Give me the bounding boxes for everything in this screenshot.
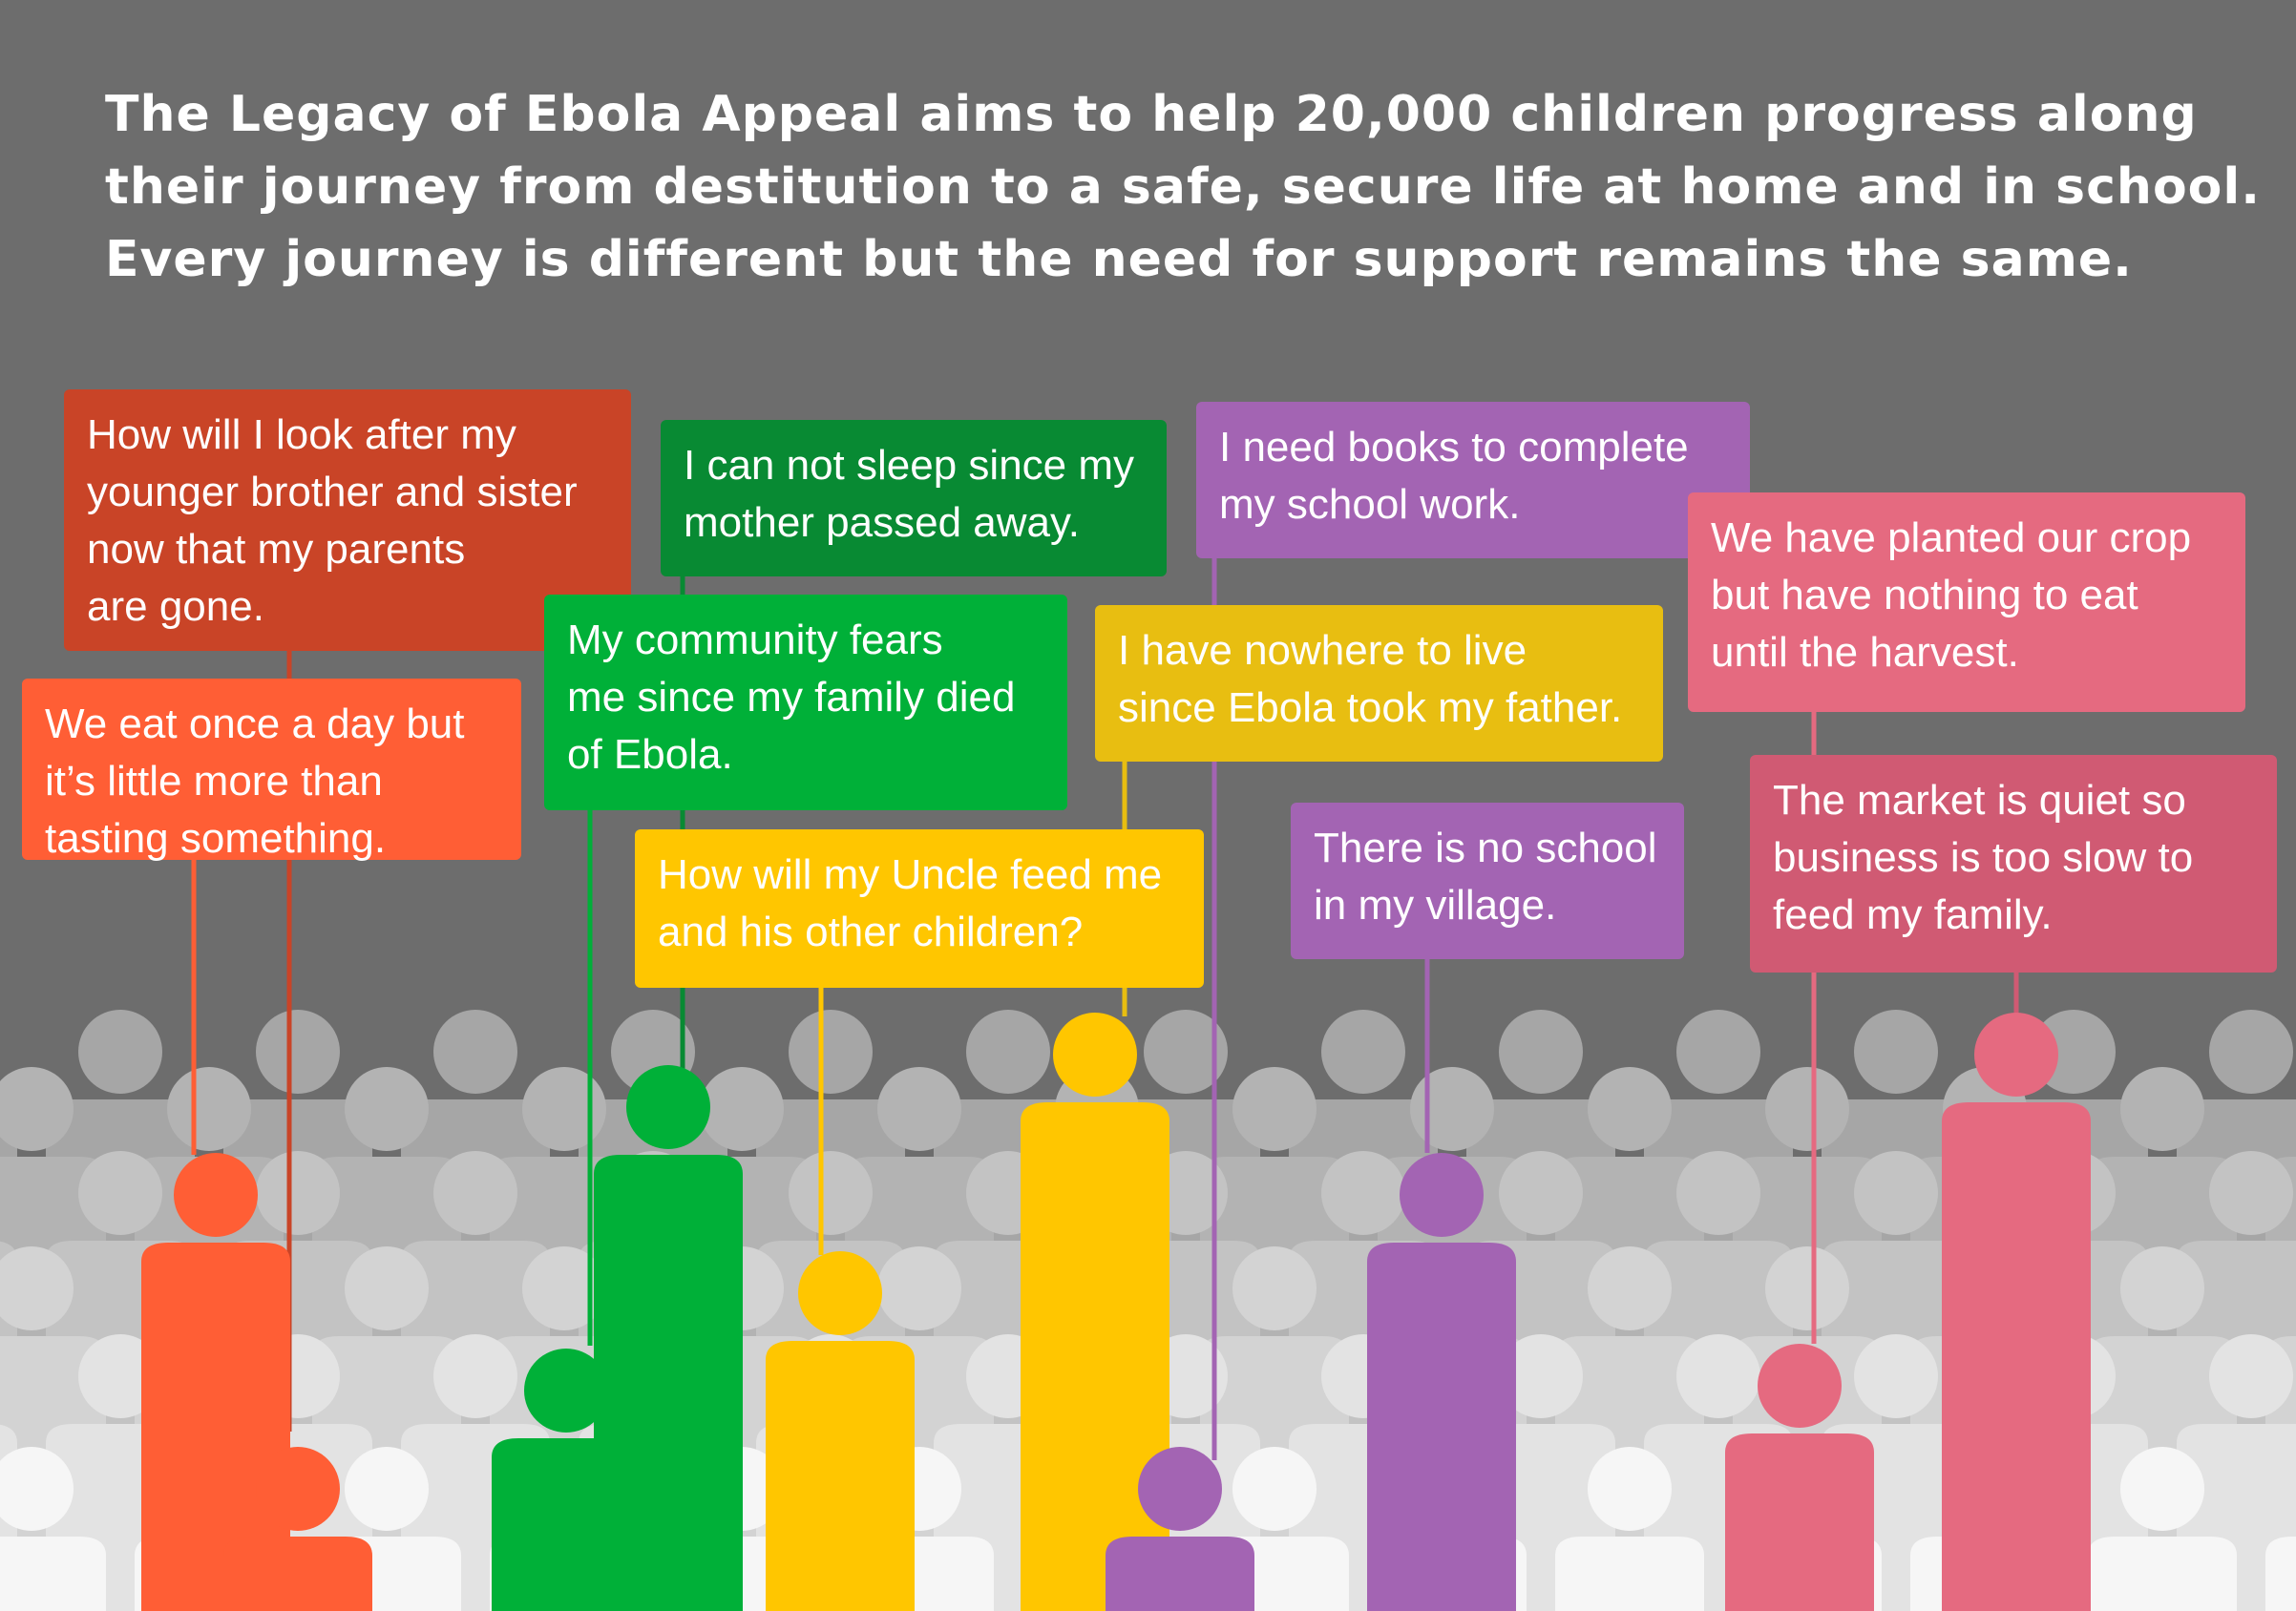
bubble-line: My community fears bbox=[567, 617, 943, 663]
bubble-line: I can not sleep since my bbox=[684, 442, 1135, 489]
bubble-line: How will I look after my bbox=[87, 411, 516, 458]
bubble-line: my school work. bbox=[1219, 481, 1521, 528]
highlighted-child-icon bbox=[223, 1447, 372, 1611]
bubble-line: We have planted our crop bbox=[1711, 514, 2192, 561]
speech-bubble-uncle-feed: How will my Uncle feed me and his other … bbox=[635, 829, 1204, 988]
speech-bubble-look-after-siblings: How will I look after my younger brother… bbox=[64, 389, 631, 651]
highlighted-child-icon bbox=[1367, 1153, 1516, 1611]
speech-bubble-cannot-sleep: I can not sleep since my mother passed a… bbox=[661, 420, 1167, 576]
bubble-line: tasting something. bbox=[45, 815, 387, 862]
bubble-line: are gone. bbox=[87, 583, 264, 630]
bubble-line: We eat once a day but bbox=[45, 701, 465, 747]
highlighted-child-icon bbox=[1725, 1344, 1874, 1611]
bubble-line: and his other children? bbox=[658, 909, 1084, 955]
speech-bubble-no-school: There is no school in my village. bbox=[1291, 803, 1684, 959]
speech-bubble-planted-crop: We have planted our crop but have nothin… bbox=[1688, 492, 2245, 712]
crowd-person-icon bbox=[2088, 1447, 2237, 1611]
bubble-line: business is too slow to bbox=[1773, 834, 2194, 881]
bubble-line: until the harvest. bbox=[1711, 629, 2019, 676]
crowd-person-icon bbox=[1555, 1447, 1704, 1611]
bubble-line: I have nowhere to live bbox=[1118, 627, 1527, 674]
bubble-line: me since my family died bbox=[567, 674, 1016, 721]
bubble-line: How will my Uncle feed me bbox=[658, 851, 1163, 898]
bubble-line: feed my family. bbox=[1773, 891, 2053, 938]
speech-bubble-community-fears: My community fears me since my family di… bbox=[544, 595, 1067, 810]
highlighted-child-icon bbox=[1942, 1013, 2091, 1611]
highlighted-child-icon bbox=[141, 1153, 290, 1611]
bubble-line: in my village. bbox=[1314, 882, 1557, 929]
highlighted-child-icon bbox=[766, 1251, 915, 1611]
headline-line: Every journey is different but the need … bbox=[105, 231, 2133, 288]
headline-line: The Legacy of Ebola Appeal aims to help … bbox=[105, 86, 2198, 143]
bubble-line: of Ebola. bbox=[567, 731, 733, 778]
bubble-line: younger brother and sister bbox=[87, 469, 578, 515]
speech-bubble-eat-once-a-day: We eat once a day but it’s little more t… bbox=[22, 679, 521, 862]
crowd-person-icon bbox=[0, 1447, 106, 1611]
bubble-line: but have nothing to eat bbox=[1711, 572, 2138, 618]
speech-bubble-market-quiet: The market is quiet so business is too s… bbox=[1750, 755, 2277, 973]
bubble-line: mother passed away. bbox=[684, 499, 1080, 546]
speech-bubble-need-books: I need books to complete my school work. bbox=[1196, 402, 1750, 558]
crowd-person-icon bbox=[2265, 1537, 2296, 1611]
bubble-line: There is no school bbox=[1314, 825, 1657, 871]
appeal-headline: The Legacy of Ebola Appeal aims to help … bbox=[105, 78, 2261, 296]
speech-bubble-nowhere-to-live: I have nowhere to live since Ebola took … bbox=[1095, 605, 1663, 762]
headline-line: their journey from destitution to a safe… bbox=[105, 158, 2261, 216]
bubble-line: now that my parents bbox=[87, 526, 466, 573]
bubble-line: since Ebola took my father. bbox=[1118, 684, 1623, 731]
highlighted-child-icon bbox=[1106, 1447, 1254, 1611]
bubble-line: The market is quiet so bbox=[1773, 777, 2186, 824]
bubble-line: it’s little more than bbox=[45, 758, 383, 805]
highlighted-child-icon bbox=[492, 1349, 641, 1611]
highlighted-child-icon bbox=[1021, 1013, 1169, 1611]
bubble-line: I need books to complete bbox=[1219, 424, 1689, 471]
